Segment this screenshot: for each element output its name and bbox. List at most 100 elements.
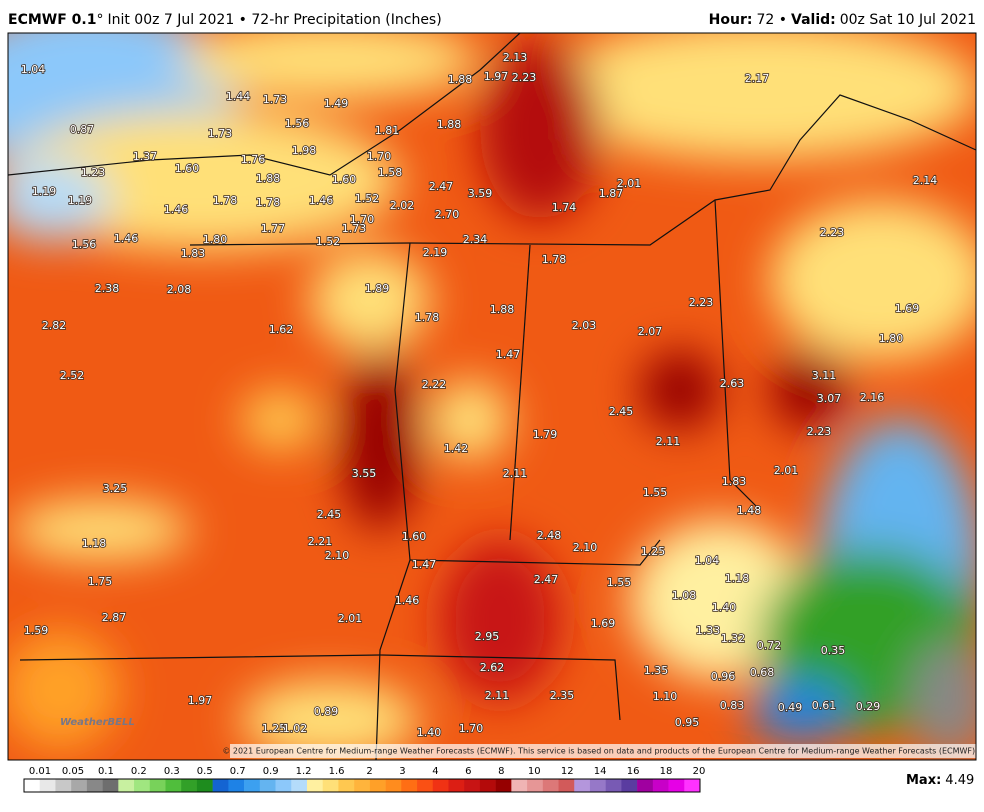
point-label: 1.97 (188, 694, 213, 707)
point-label: 1.58 (378, 166, 403, 179)
colorbar-swatch (24, 779, 41, 792)
point-label: 1.78 (415, 311, 440, 324)
colorbar-swatch (259, 779, 276, 792)
point-label: 2.02 (390, 199, 415, 212)
init: Init 00z 7 Jul 2021 • 72-hr Precipitatio… (107, 12, 441, 28)
point-label: 1.46 (164, 203, 189, 216)
point-label: 2.82 (42, 319, 67, 332)
colorbar-label: 0.01 (29, 766, 51, 777)
colorbar-label: 3 (399, 766, 405, 777)
colorbar-swatch (165, 779, 182, 792)
point-label: 2.47 (429, 180, 454, 193)
colorbar-swatch (542, 779, 559, 792)
colorbar-swatch (134, 779, 151, 792)
point-label: 1.56 (285, 117, 310, 130)
colorbar-swatch (621, 779, 638, 792)
point-label: 1.73 (208, 127, 233, 140)
point-label: 1.70 (459, 722, 484, 735)
point-label: 3.59 (468, 187, 493, 200)
colorbar-swatch (684, 779, 701, 792)
point-label: 1.78 (542, 253, 567, 266)
point-label: 1.25 (262, 722, 287, 735)
point-label: 1.70 (367, 150, 392, 163)
colorbar-label: 12 (561, 766, 574, 777)
point-label: 1.76 (241, 153, 266, 166)
colorbar-swatch (589, 779, 606, 792)
point-label: 0.29 (856, 700, 881, 713)
colorbar-swatch (511, 779, 528, 792)
valid: 00z Sat 10 Jul 2021 (840, 12, 976, 28)
point-label: 2.10 (325, 549, 350, 562)
point-label: 1.08 (672, 589, 697, 602)
point-label: 1.23 (81, 166, 106, 179)
point-label: 1.40 (417, 726, 442, 739)
colorbar-swatch (417, 779, 434, 792)
colorbar-swatch (55, 779, 72, 792)
point-label: 1.89 (365, 282, 390, 295)
point-label: 1.04 (695, 554, 720, 567)
colorbar-label: 1.2 (296, 766, 312, 777)
hour-label: Hour: (709, 12, 753, 28)
point-label: 1.60 (402, 530, 427, 543)
colorbar-swatch (86, 779, 103, 792)
point-label: 3.07 (817, 392, 842, 405)
colorbar-swatch (479, 779, 496, 792)
colorbar-label: 1.6 (329, 766, 345, 777)
point-label: 1.49 (324, 97, 349, 110)
colorbar-swatch (275, 779, 292, 792)
point-label: 1.77 (261, 222, 286, 235)
colorbar-swatch (306, 779, 323, 792)
point-label: 1.60 (175, 162, 200, 175)
colorbar-swatch (369, 779, 386, 792)
point-label: 1.80 (879, 332, 904, 345)
colorbar-label: 2 (366, 766, 372, 777)
point-label: 2.62 (480, 661, 505, 674)
colorbar-swatch (196, 779, 213, 792)
point-label: 1.97 (484, 70, 509, 83)
colorbar-label: 0.05 (62, 766, 84, 777)
point-label: 1.78 (213, 194, 238, 207)
watermark: WeatherBELL (60, 717, 135, 728)
colorbar-swatch (432, 779, 449, 792)
point-label: 1.55 (643, 486, 668, 499)
point-label: 1.46 (395, 594, 420, 607)
colorbar-label: 4 (432, 766, 438, 777)
colorbar-frame (23, 778, 701, 793)
point-label: 0.83 (720, 699, 745, 712)
colorbar: 0.01 0.05 0.1 0.2 0.3 0.5 0.7 0.9 1.2 1.6 2 3 4 6 8 10 1… (23, 766, 705, 793)
point-label: 1.46 (309, 194, 334, 207)
point-label: 2.23 (689, 296, 714, 309)
point-label: 1.87 (599, 187, 624, 200)
colorbar-swatch (244, 779, 261, 792)
max-value: 4.49 (945, 773, 974, 788)
point-label: 0.96 (711, 670, 736, 683)
point-label: 1.52 (316, 235, 341, 248)
colorbar-label: 14 (594, 766, 607, 777)
point-label: 1.69 (895, 302, 920, 315)
colorbar-label: 0.7 (230, 766, 246, 777)
model: ECMWF 0.1 (8, 12, 96, 28)
point-label: 1.25 (641, 545, 666, 558)
point-label: 1.83 (181, 247, 206, 260)
point-label: 0.95 (675, 716, 700, 729)
map: © 2021 European Centre for Medium-range … (8, 33, 976, 760)
point-label: 2.35 (550, 689, 575, 702)
point-label: 2.01 (338, 612, 363, 625)
point-label: 1.59 (24, 624, 49, 637)
point-label: 0.72 (757, 639, 782, 652)
colorbar-swatch (291, 779, 308, 792)
point-label: 1.02 (283, 722, 308, 735)
colorbar-swatch (401, 779, 418, 792)
point-label: 1.18 (82, 537, 107, 550)
point-label: 2.22 (422, 378, 447, 391)
max-label: Max: (906, 773, 941, 788)
colorbar-swatch (574, 779, 591, 792)
point-label: 1.62 (269, 323, 294, 336)
point-label: 2.45 (609, 405, 634, 418)
valid-label: Valid: (791, 12, 836, 28)
colorbar-swatch (39, 779, 56, 792)
point-label: 2.52 (60, 369, 85, 382)
point-label: 1.52 (355, 192, 380, 205)
point-label: 1.81 (375, 124, 400, 137)
